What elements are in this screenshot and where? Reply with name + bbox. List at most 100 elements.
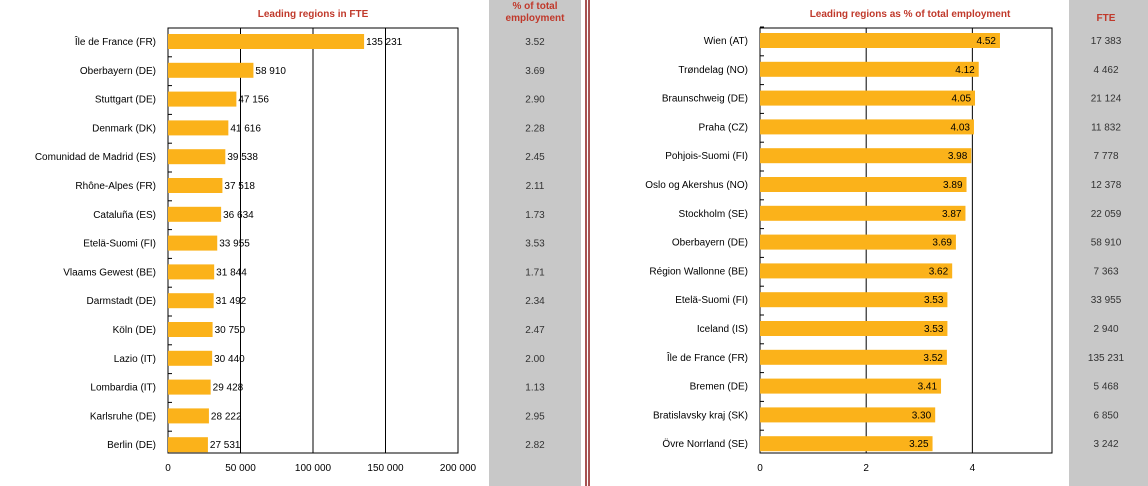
right-data-label: 3.98 <box>948 151 968 162</box>
left-side-value: 2.11 <box>526 181 545 192</box>
right-bar <box>760 33 1000 48</box>
left-side-value: 1.13 <box>525 383 545 394</box>
left-data-label: 27 531 <box>210 440 241 451</box>
right-bar <box>760 321 948 336</box>
right-side-value: 3 242 <box>1093 439 1118 450</box>
left-side-value: 2.82 <box>525 440 545 451</box>
left-bar <box>168 293 214 309</box>
right-side-value: 6 850 <box>1093 410 1118 421</box>
right-bar <box>760 205 966 221</box>
right-x-tick-label: 2 <box>863 463 869 474</box>
left-x-tick-label: 150 000 <box>367 463 404 474</box>
left-bar <box>168 149 226 165</box>
right-side-value: 21 124 <box>1091 94 1122 105</box>
left-data-label: 31 492 <box>216 296 247 307</box>
left-data-label: 28 222 <box>211 411 242 422</box>
right-bar <box>760 119 974 135</box>
left-side-value: 3.52 <box>525 37 545 48</box>
right-side-value: 58 910 <box>1091 238 1122 249</box>
right-side-value: 12 378 <box>1091 180 1122 191</box>
left-bar <box>168 322 213 337</box>
left-category-label: Karlsruhe (DE) <box>90 411 156 422</box>
right-plot-area: 0 2 4 Wien (AT) 4.52 17 383 Trøndelag (NO) 4.12… <box>645 26 1125 474</box>
right-category-label: Etelä-Suomi (FI) <box>675 295 748 306</box>
right-category-label: Braunschweig (DE) <box>662 94 748 105</box>
left-data-label: 31 844 <box>216 267 247 278</box>
left-category-label: Berlin (DE) <box>107 440 156 451</box>
right-data-label: 3.87 <box>942 209 962 220</box>
right-bar <box>760 61 979 77</box>
left-x-tick-label: 0 <box>165 463 171 474</box>
left-bar <box>168 350 213 366</box>
right-category-label: Praha (CZ) <box>699 122 748 133</box>
left-x-tick-label: 50 000 <box>225 463 256 474</box>
left-data-label: 37 518 <box>224 181 255 192</box>
left-data-label: 41 616 <box>230 123 261 134</box>
left-side-value: 2.47 <box>525 325 545 336</box>
left-bar <box>168 206 222 222</box>
left-bar <box>168 235 218 251</box>
right-bar <box>760 378 942 394</box>
left-data-label: 33 955 <box>219 239 250 250</box>
left-data-label: 135 231 <box>366 37 403 48</box>
left-plot-area: 0 50 000 100 000 150 000 200 000 Île de Franc… <box>35 27 545 474</box>
right-bar <box>760 407 936 423</box>
right-side-value: 11 832 <box>1091 122 1121 133</box>
left-bar <box>168 408 209 424</box>
right-side-value: 7 778 <box>1093 151 1118 162</box>
left-side-value: 2.28 <box>525 123 545 134</box>
right-x-tick-label: 4 <box>970 463 976 474</box>
left-category-label: Etelä-Suomi (FI) <box>83 239 156 250</box>
left-bar <box>168 379 211 395</box>
left-data-label: 58 910 <box>255 66 286 77</box>
left-bar <box>168 91 237 107</box>
left-category-label: Île de France (FR) <box>74 35 156 48</box>
left-bar <box>168 120 229 136</box>
left-category-label: Comunidad de Madrid (ES) <box>35 152 156 163</box>
right-category-label: Bratislavsky kraj (SK) <box>653 410 748 421</box>
right-data-label: 4.03 <box>950 122 970 133</box>
left-category-label: Darmstadt (DE) <box>87 296 156 307</box>
right-side-value: 2 940 <box>1093 324 1118 335</box>
left-category-label: Rhône-Alpes (FR) <box>75 181 156 192</box>
right-data-label: 3.62 <box>929 266 949 277</box>
left-side-value: 1.71 <box>525 267 545 278</box>
right-bar <box>760 436 933 452</box>
right-chart-title: Leading regions as % of total employment <box>810 9 1011 20</box>
right-category-label: Wien (AT) <box>704 36 748 47</box>
left-bar <box>168 178 223 193</box>
right-data-label: 3.69 <box>932 238 952 249</box>
right-data-label: 4.52 <box>977 36 997 47</box>
left-side-value: 3.69 <box>525 66 545 77</box>
left-category-label: Köln (DE) <box>113 325 156 336</box>
right-side-value: 4 462 <box>1093 65 1118 76</box>
right-category-label: Bremen (DE) <box>690 382 748 393</box>
right-side-value: 17 383 <box>1091 36 1122 47</box>
right-category-label: Oslo og Akershus (NO) <box>645 180 748 191</box>
left-side-value: 2.95 <box>525 411 545 422</box>
left-data-label: 30 440 <box>214 354 245 365</box>
left-category-label: Denmark (DK) <box>92 123 156 134</box>
left-category-label: Stuttgart (DE) <box>95 95 156 106</box>
right-data-label: 3.52 <box>923 353 943 364</box>
left-side-value: 2.34 <box>525 296 545 307</box>
right-category-label: Övre Norrland (SE) <box>662 438 748 450</box>
right-category-label: Trøndelag (NO) <box>678 65 748 76</box>
right-x-tick-label: 0 <box>757 463 763 474</box>
left-category-label: Vlaams Gewest (BE) <box>63 267 156 278</box>
right-category-label: Oberbayern (DE) <box>672 238 748 249</box>
left-data-label: 29 428 <box>213 383 244 394</box>
right-data-label: 3.53 <box>924 295 944 306</box>
right-category-label: Stockholm (SE) <box>679 209 748 220</box>
right-side-value: 135 231 <box>1088 353 1125 364</box>
right-side-value: 7 363 <box>1093 266 1118 277</box>
left-data-label: 30 750 <box>215 325 246 336</box>
left-category-label: Cataluña (ES) <box>93 210 156 221</box>
left-bar <box>168 264 215 280</box>
right-data-label: 3.89 <box>943 180 963 191</box>
left-chart-title: Leading regions in FTE <box>258 9 369 20</box>
left-side-header-line2: employment <box>506 13 566 24</box>
right-data-label: 4.12 <box>955 65 975 76</box>
right-data-label: 3.53 <box>924 324 944 335</box>
